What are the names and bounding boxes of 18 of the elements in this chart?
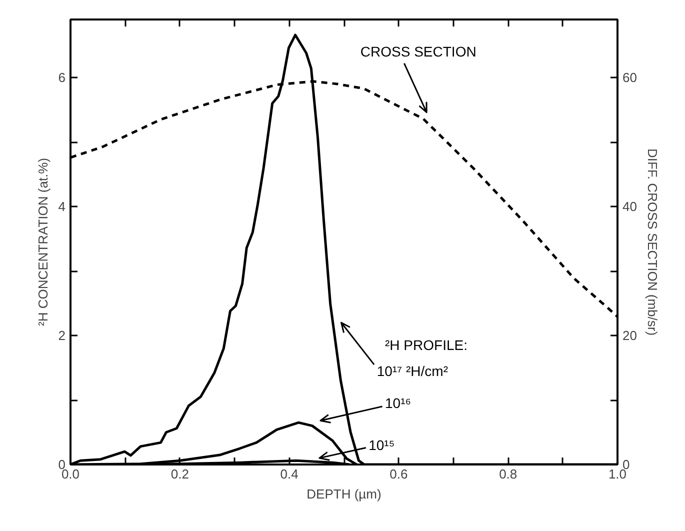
- text: 10¹⁶: [385, 395, 412, 412]
- text: 10¹⁷ ²H/cm²: [376, 362, 448, 379]
- x-tick-label: 0.8: [499, 466, 518, 482]
- legend-label: 10¹⁵: [368, 437, 395, 454]
- y2-tick-label: 40: [622, 199, 637, 214]
- y-tick-label: 4: [58, 199, 66, 214]
- x-axis-title: DEPTH (µm): [306, 486, 382, 502]
- y-axis-title: ²H CONCENTRATION (at.%): [35, 158, 50, 326]
- y2-axis-title: DIFF. CROSS SECTION (mb/sr): [644, 148, 660, 336]
- y-tick-label: 6: [58, 70, 66, 86]
- y2-tick-label: 60: [622, 70, 637, 86]
- y-tick-label: 2: [58, 328, 66, 344]
- annotation: ²H PROFILE:: [385, 337, 468, 354]
- y2-tick-label: 20: [622, 328, 637, 344]
- series-label: CROSS SECTION: [360, 44, 476, 60]
- x-tick-label: 0.6: [390, 466, 408, 482]
- x-tick-label: 0.2: [170, 466, 189, 482]
- x-tick-label: 0.4: [280, 466, 298, 482]
